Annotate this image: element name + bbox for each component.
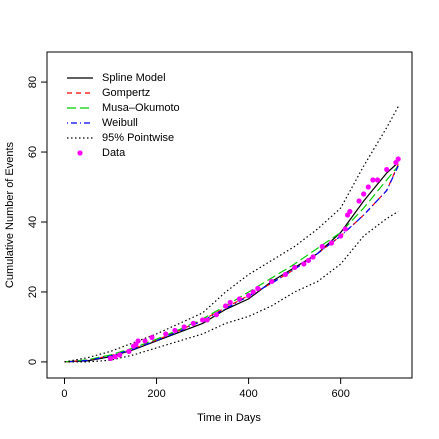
legend-label: 95% Pointwise <box>102 132 174 144</box>
legend-label: Spline Model <box>102 72 166 84</box>
series-line <box>64 165 399 363</box>
data-point <box>338 233 344 239</box>
series-line <box>64 165 399 363</box>
data-point <box>126 348 132 355</box>
data-point <box>374 177 381 183</box>
data-point <box>365 184 371 190</box>
data-point <box>213 312 219 318</box>
series-line <box>64 162 399 363</box>
y-tick-label: 0 <box>27 359 39 365</box>
data-point <box>370 177 376 183</box>
series-line <box>64 106 399 363</box>
data-point <box>172 327 178 334</box>
y-tick-label: 40 <box>27 216 39 228</box>
data-point <box>190 320 196 327</box>
data-point <box>356 198 362 204</box>
data-point <box>236 296 242 302</box>
data-point <box>292 264 298 271</box>
y-tick-label: 80 <box>27 76 39 88</box>
y-tick-label: 60 <box>27 146 39 158</box>
data-point <box>107 355 114 362</box>
data-point <box>282 271 289 278</box>
data-point <box>395 156 401 162</box>
data-point <box>255 285 261 292</box>
data-point <box>319 243 325 250</box>
data-point <box>361 191 367 197</box>
data-point <box>328 240 335 246</box>
y-tick-label: 20 <box>27 286 39 298</box>
data-point <box>204 317 210 323</box>
y-axis-label: Cumulative Number of Events <box>4 141 16 288</box>
data-point <box>305 257 312 264</box>
x-tick-label: 0 <box>61 388 67 400</box>
data-point <box>181 324 187 330</box>
data-point <box>347 208 353 215</box>
series-line <box>64 210 399 363</box>
data-point <box>250 289 256 295</box>
data-point <box>310 254 316 260</box>
legend-label: Gompertz <box>102 87 150 99</box>
data-point <box>163 331 169 337</box>
legend-label: Musa–Okumoto <box>102 102 180 114</box>
legend-label: Data <box>102 147 126 159</box>
data-point <box>301 261 307 267</box>
data-point <box>142 338 148 344</box>
data-point <box>112 354 118 360</box>
x-axis-label: Time in Days <box>197 412 261 424</box>
x-tick-label: 200 <box>147 388 165 400</box>
data-point <box>342 226 348 232</box>
data-point <box>269 278 275 285</box>
data-point <box>199 317 206 323</box>
legend-marker <box>77 150 83 156</box>
data-point <box>222 303 229 309</box>
data-point <box>135 338 141 344</box>
data-point <box>227 299 233 306</box>
data-point <box>117 352 123 358</box>
data-point <box>384 166 390 173</box>
x-tick-label: 400 <box>239 388 257 400</box>
data-point <box>149 334 155 341</box>
data-point <box>246 292 252 299</box>
legend-label: Weibull <box>102 117 138 129</box>
x-tick-label: 600 <box>331 388 349 400</box>
